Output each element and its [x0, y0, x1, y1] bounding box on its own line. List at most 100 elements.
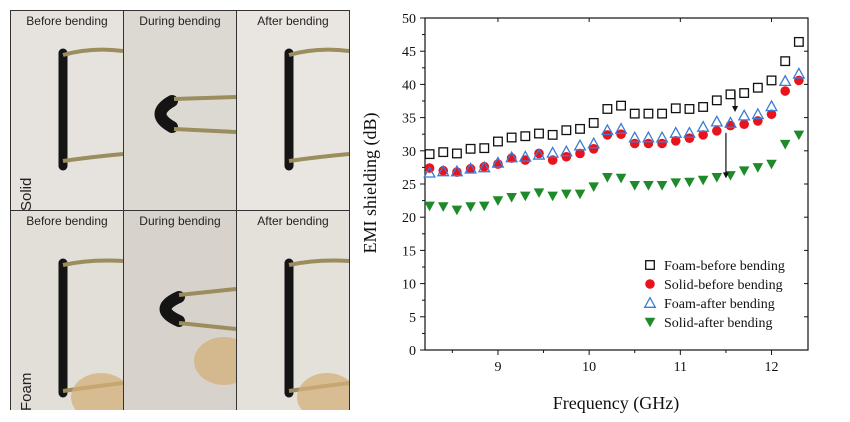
data-point [616, 100, 627, 111]
data-point [602, 130, 613, 140]
data-point [629, 181, 641, 191]
data-point [737, 108, 751, 121]
x-axis-label: Frequency (GHz) [553, 393, 679, 414]
y-tick-label: 35 [402, 112, 416, 127]
x-tick-label: 11 [674, 360, 687, 375]
data-point [615, 173, 627, 184]
x-tick-label: 10 [582, 360, 596, 375]
data-point [778, 74, 792, 87]
data-point [532, 148, 546, 160]
data-point [423, 166, 436, 178]
data-point [793, 36, 804, 47]
data-point [450, 164, 464, 177]
data-point [520, 155, 531, 165]
series-solid-before-bending [424, 75, 804, 177]
data-point [684, 104, 695, 114]
data-point [710, 114, 724, 127]
data-point [696, 120, 710, 132]
data-point [643, 138, 654, 149]
data-point [670, 103, 681, 114]
chart-arrows [722, 91, 739, 179]
data-point [437, 202, 449, 212]
data-point [766, 159, 777, 170]
data-point [559, 144, 573, 157]
data-point [684, 133, 695, 143]
data-point [656, 181, 668, 191]
photo-solid-during: During bending [124, 11, 236, 210]
data-point [600, 123, 614, 136]
y-tick-label: 50 [402, 12, 416, 27]
y-tick-label: 15 [402, 244, 416, 259]
photo-caption: After bending [257, 14, 329, 28]
data-point [697, 175, 709, 186]
data-point [465, 202, 476, 212]
data-point [491, 156, 505, 168]
data-point [766, 109, 777, 120]
photo-foam-during: During bending [124, 211, 236, 410]
photo-caption: Before bending [26, 14, 108, 28]
data-point [725, 120, 736, 131]
y-tick-label: 10 [402, 278, 416, 293]
bent-sample-illustration [284, 258, 349, 410]
chart-axes: 0 5 10 15 20 25 30 35 40 45 50 9 10 11 12 [402, 12, 809, 375]
data-point [518, 150, 532, 162]
data-point [588, 182, 600, 192]
data-point [424, 163, 435, 173]
data-point [479, 143, 490, 154]
data-point [520, 131, 531, 142]
data-point [780, 86, 791, 96]
data-point [657, 138, 667, 149]
data-point [506, 153, 517, 163]
data-point [738, 166, 750, 177]
data-point [438, 165, 449, 176]
y-tick-label: 0 [409, 344, 416, 359]
data-point [547, 129, 558, 140]
series-solid-after-bending [424, 130, 805, 216]
photo-foam-before: Before bending [11, 211, 123, 410]
data-point [561, 125, 572, 136]
data-point [561, 151, 572, 162]
series-foam-after-bending [423, 67, 806, 178]
row-label-foam: Foam [18, 372, 35, 411]
y-tick-label: 45 [402, 45, 416, 60]
data-point [424, 149, 435, 160]
bent-sample-illustration [159, 287, 236, 385]
y-tick-label: 25 [402, 178, 416, 193]
data-point [752, 82, 763, 93]
photo-foam-after: After bending [237, 211, 349, 410]
y-tick-label: 30 [402, 145, 416, 160]
data-point [506, 132, 517, 143]
data-point [477, 160, 491, 173]
data-point [506, 192, 517, 203]
data-point [712, 126, 722, 136]
data-point [657, 108, 668, 119]
data-point [602, 173, 613, 183]
photo-caption: During bending [139, 14, 221, 28]
data-point [575, 123, 585, 134]
data-point [698, 130, 708, 140]
y-tick-label: 40 [402, 78, 416, 93]
data-point [752, 163, 764, 173]
legend-marker [643, 296, 657, 308]
y-tick-label: 20 [402, 211, 416, 226]
data-point [436, 164, 450, 177]
data-point [505, 150, 519, 163]
data-point [451, 148, 462, 159]
data-point [711, 95, 722, 106]
plot-frame [424, 17, 809, 351]
row-label-solid: Solid [18, 177, 35, 211]
data-point [766, 75, 777, 86]
legend-marker [645, 279, 655, 289]
data-point [465, 163, 476, 174]
arrow-head [722, 172, 729, 179]
data-point [492, 196, 504, 206]
data-point [587, 136, 601, 149]
data-point [616, 129, 626, 139]
legend-marker [644, 317, 656, 328]
data-point [725, 89, 736, 100]
bent-sample-illustration [58, 258, 123, 410]
data-point [725, 171, 736, 181]
data-point [765, 99, 778, 112]
data-point [670, 178, 682, 188]
data-point [451, 205, 463, 216]
